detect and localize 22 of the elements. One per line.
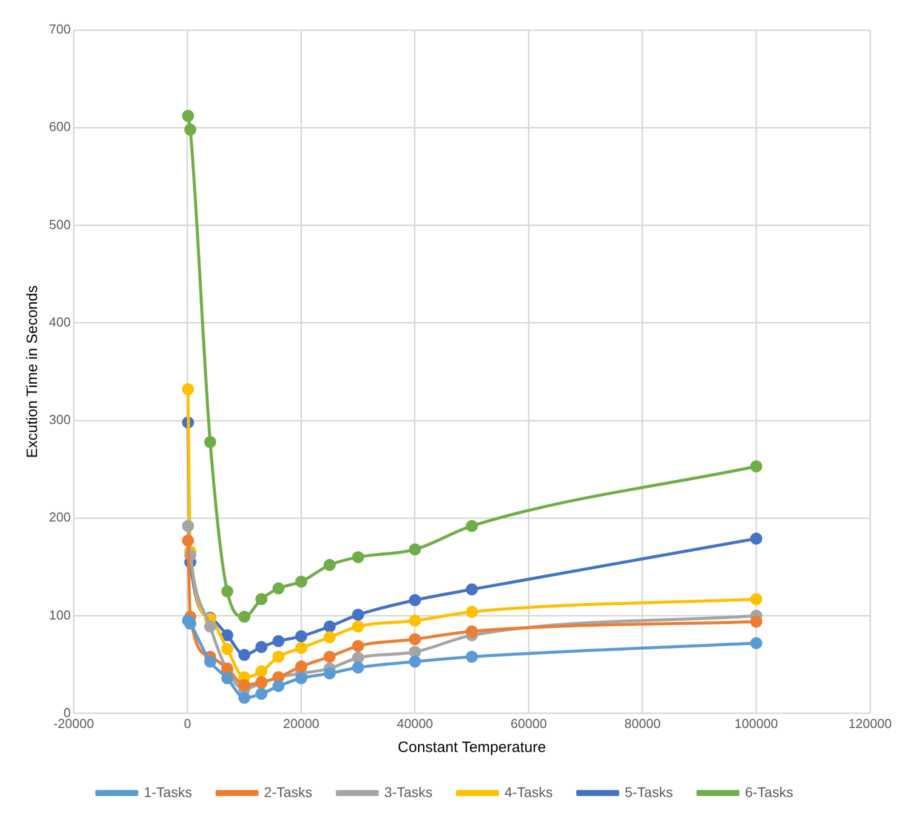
y-tick-label: 200 xyxy=(48,510,71,525)
x-tick-label: 120000 xyxy=(848,716,892,731)
legend-label: 1-Tasks xyxy=(144,784,192,800)
y-tick-label: 500 xyxy=(48,216,71,232)
legend-label: 3-Tasks xyxy=(384,784,432,800)
x-axis-title: Constant Temperature xyxy=(398,739,546,756)
legend-label: 4-Tasks xyxy=(504,784,553,800)
x-tick-label: 20000 xyxy=(283,716,320,731)
legend-label: 5-Tasks xyxy=(624,784,673,800)
x-tick-label: 0 xyxy=(184,716,192,731)
x-tick-label: 100000 xyxy=(734,716,778,731)
y-tick-label: 100 xyxy=(48,607,71,622)
legend-label: 2-Tasks xyxy=(264,784,312,800)
x-tick-label: 60000 xyxy=(510,716,547,731)
y-tick-label: 700 xyxy=(48,22,71,37)
y-tick-label: 600 xyxy=(48,119,71,134)
x-tick-label: 40000 xyxy=(396,716,434,731)
y-tick-label: 400 xyxy=(48,314,71,330)
y-tick-label: 300 xyxy=(48,412,71,428)
legend-label: 6-Tasks xyxy=(744,784,794,800)
y-axis-title: Excution Time in Seconds xyxy=(24,285,42,458)
x-tick-label: 80000 xyxy=(624,716,661,731)
